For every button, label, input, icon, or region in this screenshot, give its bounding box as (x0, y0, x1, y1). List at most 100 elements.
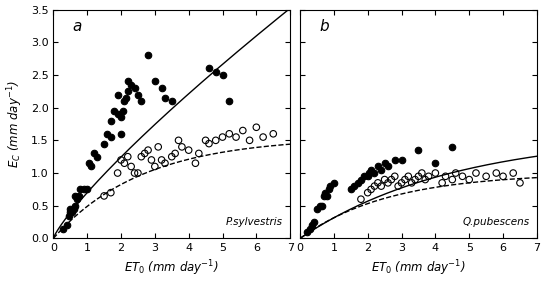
Point (259, 135, 268, 139)
Point (113, 112, 122, 116)
Point (448, 177, 456, 182)
Point (218, 135, 227, 139)
Point (438, 181, 447, 185)
Point (390, 158, 399, 162)
Point (346, 187, 355, 192)
Point (59, 226, 68, 231)
Point (100, 141, 109, 146)
Point (225, 99, 234, 103)
Point (309, 220, 318, 224)
Point (90, 151, 98, 156)
Point (161, 95, 169, 100)
Point (394, 184, 402, 188)
Point (509, 171, 518, 175)
Point (321, 190, 330, 195)
Point (498, 174, 507, 179)
Point (384, 164, 393, 169)
Point (211, 138, 220, 143)
Point (458, 174, 467, 179)
Point (326, 184, 335, 188)
Point (174, 138, 183, 143)
Point (312, 207, 321, 211)
Point (323, 194, 331, 198)
Text: a: a (72, 19, 82, 34)
Point (113, 171, 122, 175)
Point (130, 86, 139, 90)
Point (123, 89, 132, 93)
Point (71, 194, 80, 198)
Point (452, 171, 460, 175)
Point (151, 164, 159, 169)
Point (85, 161, 93, 166)
Point (357, 177, 365, 182)
Point (74, 194, 83, 198)
Point (157, 158, 166, 162)
Point (127, 164, 135, 169)
Point (64, 213, 73, 218)
Point (113, 92, 122, 97)
Point (137, 99, 146, 103)
Point (384, 181, 393, 185)
Point (177, 145, 186, 149)
Point (363, 174, 372, 179)
Point (232, 135, 240, 139)
Point (66, 207, 75, 211)
Point (367, 168, 376, 172)
Point (106, 135, 115, 139)
Point (205, 141, 213, 146)
Point (380, 161, 389, 166)
Point (100, 194, 109, 198)
Point (130, 171, 139, 175)
Point (418, 171, 426, 175)
Point (201, 138, 210, 143)
Point (373, 181, 382, 185)
Point (171, 151, 180, 156)
Point (154, 145, 163, 149)
Point (93, 154, 102, 159)
Point (185, 148, 193, 153)
Point (211, 69, 220, 74)
Point (407, 181, 416, 185)
X-axis label: $ET_0$ (mm day$^{-1}$): $ET_0$ (mm day$^{-1}$) (124, 259, 219, 278)
Point (123, 79, 132, 84)
Point (161, 161, 169, 166)
Point (122, 95, 130, 100)
Point (329, 181, 338, 185)
Point (62, 223, 71, 227)
Point (360, 174, 369, 179)
Point (377, 184, 385, 188)
Point (110, 109, 118, 113)
Text: b: b (319, 19, 329, 34)
Point (83, 187, 92, 192)
Point (350, 184, 359, 188)
Point (168, 154, 176, 159)
Point (69, 207, 78, 211)
Point (157, 86, 166, 90)
Point (492, 171, 501, 175)
Point (117, 158, 126, 162)
Point (134, 92, 143, 97)
Point (68, 210, 76, 214)
Point (239, 128, 247, 133)
Point (205, 66, 213, 71)
Point (424, 174, 433, 179)
Point (307, 223, 316, 227)
Point (377, 168, 385, 172)
Point (319, 194, 328, 198)
Point (191, 161, 200, 166)
Point (218, 73, 227, 77)
Point (324, 187, 333, 192)
Point (194, 151, 203, 156)
Point (144, 53, 152, 58)
Point (421, 177, 430, 182)
Point (353, 181, 362, 185)
Y-axis label: $E_C$ (mm day$^{-1}$): $E_C$ (mm day$^{-1}$) (5, 80, 25, 168)
Point (76, 187, 85, 192)
Point (370, 171, 379, 175)
Point (71, 203, 80, 208)
Point (140, 151, 149, 156)
Point (414, 174, 423, 179)
Point (401, 177, 410, 182)
Point (151, 79, 159, 84)
Point (120, 99, 129, 103)
